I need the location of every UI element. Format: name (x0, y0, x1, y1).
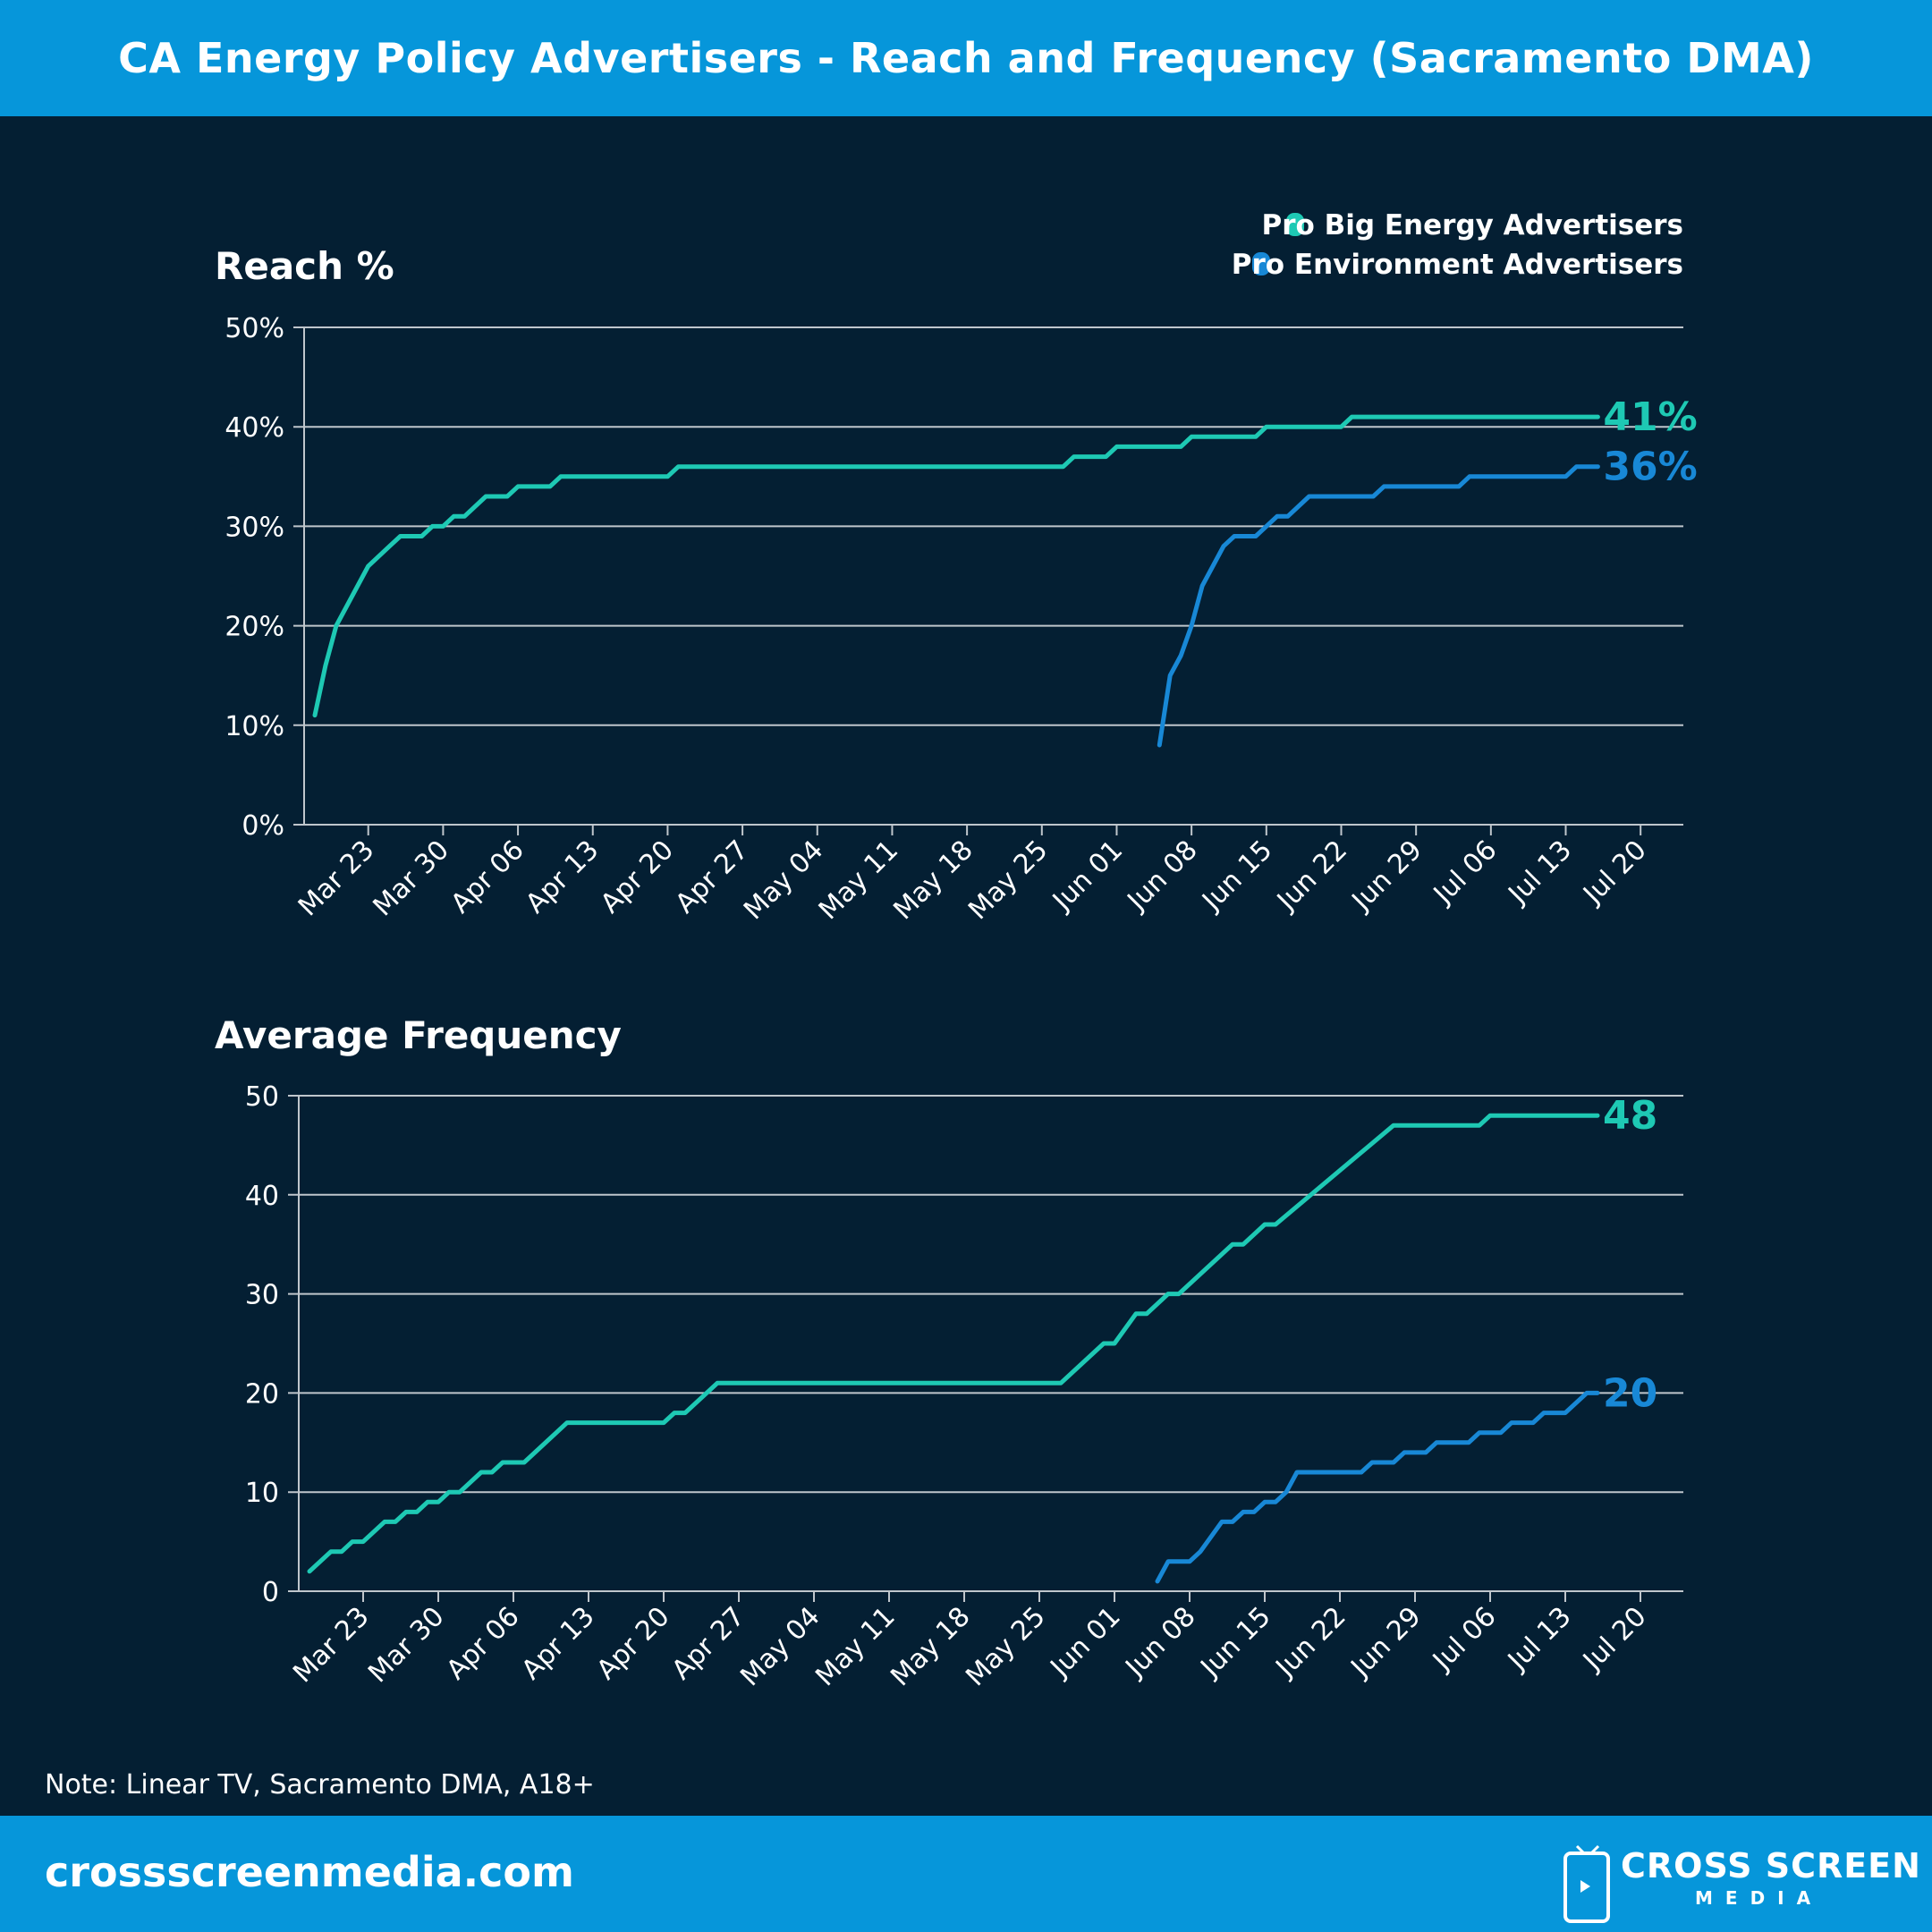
x-tick-label: May 25 (962, 835, 1054, 926)
x-tick-label: Jun 29 (1345, 835, 1428, 918)
legend-swatch (1286, 213, 1304, 236)
y-tick-label: 10% (225, 711, 284, 742)
x-tick-label: Jun 08 (1119, 1601, 1202, 1684)
x-tick-label: Mar 23 (292, 835, 381, 923)
x-tick-label: Jun 22 (1270, 835, 1353, 918)
x-tick-label: Jun 29 (1344, 1601, 1428, 1684)
x-tick-label: Jun 01 (1046, 835, 1129, 918)
series-line-environment (1157, 464, 1600, 748)
x-tick-label: Apr 20 (590, 1601, 675, 1686)
x-tick-label: Jun 15 (1195, 835, 1278, 918)
y-tick-label: 10 (245, 1478, 279, 1509)
x-tick-label: Jul 20 (1576, 1601, 1652, 1677)
y-tick-label: 0 (262, 1577, 279, 1608)
x-tick-label: Jul 06 (1426, 1601, 1502, 1677)
x-tick-label: Jun 22 (1269, 1601, 1352, 1684)
x-tick-label: Apr 06 (440, 1601, 525, 1686)
y-tick-label: 30% (225, 512, 284, 543)
end-value-label: 20 (1603, 1370, 1657, 1416)
x-tick-label: Jul 13 (1501, 1601, 1577, 1677)
tv-play-icon (1563, 1844, 1610, 1923)
x-tick-label: Jul 06 (1427, 835, 1503, 911)
logo-wordmark: CROSS SCREEN (1621, 1846, 1921, 1885)
x-tick-label: May 11 (809, 1601, 901, 1692)
chart-title: Average Frequency (215, 1013, 622, 1057)
x-tick-label: May 04 (738, 835, 829, 926)
x-tick-label: Jul 13 (1502, 835, 1578, 911)
brand-logo: CROSS SCREEN MEDIA (1561, 1834, 1920, 1923)
x-tick-label: Jul 20 (1576, 835, 1652, 911)
y-tick-label: 0% (242, 810, 284, 842)
x-tick-label: Apr 20 (595, 835, 680, 919)
series-line-big-energy (312, 414, 1600, 718)
end-value-label: 36% (1603, 445, 1697, 490)
x-tick-label: Apr 13 (520, 835, 605, 919)
footer-bar: crossscreenmedia.com CROSS SCREEN MEDIA (0, 1816, 1932, 1932)
y-tick-label: 40% (225, 412, 284, 444)
series-line-environment (1155, 1390, 1600, 1584)
x-tick-label: May 25 (960, 1601, 1051, 1692)
x-tick-label: May 04 (734, 1601, 826, 1692)
y-tick-label: 30 (245, 1280, 279, 1311)
footnote: Note: Linear TV, Sacramento DMA, A18+ (45, 1769, 595, 1801)
y-tick-label: 40 (245, 1181, 279, 1212)
legend-swatch (1252, 252, 1270, 275)
logo-subtitle: MEDIA (1695, 1887, 1824, 1909)
x-tick-label: May 18 (885, 1601, 976, 1692)
x-tick-label: Jun 08 (1121, 835, 1204, 918)
chart-title: Reach % (215, 244, 394, 288)
x-tick-label: May 11 (813, 835, 904, 926)
y-tick-label: 50% (225, 313, 284, 344)
header-bar: CA Energy Policy Advertisers - Reach and… (0, 0, 1932, 116)
y-tick-label: 20% (225, 612, 284, 643)
x-tick-label: Mar 30 (362, 1601, 451, 1690)
x-tick-label: May 18 (887, 835, 979, 926)
x-tick-label: Apr 13 (515, 1601, 600, 1686)
footer-url[interactable]: crossscreenmedia.com (45, 1848, 574, 1896)
x-tick-label: Apr 06 (445, 835, 530, 919)
legend-label: Pro Environment Advertisers (1232, 249, 1683, 281)
x-tick-label: Jun 01 (1044, 1601, 1127, 1684)
x-tick-label: Jun 15 (1194, 1601, 1277, 1684)
end-value-label: 48 (1603, 1093, 1657, 1139)
y-tick-label: 50 (245, 1081, 279, 1113)
legend-label: Pro Big Energy Advertisers (1262, 209, 1683, 242)
series-line-big-energy (307, 1113, 1600, 1574)
x-tick-label: Mar 30 (368, 835, 456, 923)
x-tick-label: Mar 23 (287, 1601, 376, 1690)
page-title: CA Energy Policy Advertisers - Reach and… (118, 34, 1814, 82)
y-tick-label: 20 (245, 1378, 279, 1410)
end-value-label: 41% (1603, 394, 1697, 440)
